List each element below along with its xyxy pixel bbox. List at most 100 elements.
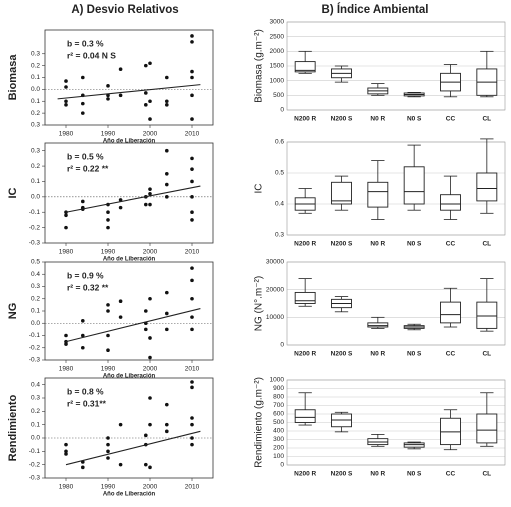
y-tick-label: 0.3 <box>275 232 284 239</box>
x-tick-label: N0 R <box>370 116 385 123</box>
plot-frame <box>44 142 214 244</box>
x-tick-label: 2000 <box>143 249 158 256</box>
annotation: r² = 0.04 N S <box>67 50 116 60</box>
y-axis-label: IC <box>254 184 265 194</box>
point <box>165 311 169 316</box>
point <box>148 355 152 360</box>
point <box>144 433 148 438</box>
point <box>190 422 194 427</box>
y-tick-label: 500 <box>273 419 284 426</box>
point <box>118 462 123 467</box>
y-tick-label: 0.4 <box>31 271 40 278</box>
x-tick-label: CC <box>446 241 456 248</box>
point <box>165 290 169 295</box>
y-tick-label: -0.1 <box>29 332 41 339</box>
point <box>81 333 85 338</box>
y-tick-label: 3000 <box>270 19 285 26</box>
point <box>81 75 85 80</box>
point <box>148 99 152 104</box>
y-tick-label: 0.1 <box>31 308 40 315</box>
x-tick-label: N200 R <box>294 471 316 478</box>
panel-title: B) Índice Ambiental <box>322 3 429 16</box>
x-axis-label: Año de Liberación <box>103 257 156 263</box>
fit-line <box>65 185 201 213</box>
point <box>81 465 85 470</box>
point <box>118 93 123 98</box>
y-tick-label: 10000 <box>266 314 284 321</box>
point <box>190 179 194 184</box>
point <box>190 210 194 215</box>
x-tick-label: CL <box>482 471 491 478</box>
annotation: b = 0.5 % <box>67 151 104 161</box>
point <box>106 436 110 440</box>
y-tick-label: 0.4 <box>275 201 284 208</box>
point <box>190 315 194 319</box>
y-tick-label: 0.0 <box>31 194 40 201</box>
box <box>476 172 498 202</box>
fit-line <box>57 84 201 100</box>
y-tick-label: 900 <box>273 385 284 392</box>
x-tick-label: 2010 <box>185 131 200 138</box>
y-axis-label: Rendimiento <box>7 394 19 461</box>
point <box>190 296 194 301</box>
point <box>165 402 169 407</box>
point <box>190 40 194 44</box>
x-tick-label: CL <box>482 351 491 358</box>
point <box>81 319 85 323</box>
point <box>144 63 148 68</box>
x-tick-label: CL <box>482 116 491 123</box>
fit-line <box>65 308 201 343</box>
y-tick-label: 0.6 <box>275 139 284 146</box>
point <box>190 93 194 98</box>
point <box>106 456 110 460</box>
point <box>148 396 152 400</box>
x-tick-label: 1980 <box>59 484 74 491</box>
point <box>106 84 110 88</box>
point <box>64 99 68 104</box>
box <box>403 166 425 205</box>
y-tick-label: 0.0 <box>31 435 40 442</box>
y-tick-label: 0.5 <box>31 259 40 266</box>
point <box>165 148 169 153</box>
y-tick-label: 30000 <box>266 259 284 266</box>
y-tick-label: 0.3 <box>31 50 40 57</box>
annotation: r² = 0.31** <box>67 398 107 408</box>
y-tick-label: 100 <box>273 453 284 460</box>
box <box>331 181 352 205</box>
point <box>106 218 110 222</box>
x-axis-label: Año de Liberación <box>103 374 156 380</box>
x-tick-label: N200 S <box>331 471 353 478</box>
point <box>190 156 194 161</box>
y-tick-label: -0.2 <box>29 224 41 231</box>
point <box>148 202 152 207</box>
x-tick-label: CL <box>482 241 491 248</box>
y-axis-label: Rendimiento (g.m⁻²) <box>254 377 265 468</box>
x-tick-label: 2010 <box>185 366 200 373</box>
y-tick-label: -0.1 <box>29 209 41 216</box>
point <box>106 303 110 307</box>
point <box>190 34 194 38</box>
point <box>165 195 169 199</box>
point <box>64 85 68 89</box>
y-tick-label: 0.1 <box>31 178 40 185</box>
x-tick-label: N0 S <box>407 241 422 248</box>
point <box>148 465 152 470</box>
point <box>64 333 68 338</box>
annotation: b = 0.8 % <box>67 386 104 396</box>
point <box>148 117 152 121</box>
y-tick-label: -0.2 <box>29 344 41 351</box>
x-tick-label: N200 R <box>294 116 316 123</box>
point <box>64 452 68 456</box>
point <box>106 348 110 353</box>
point <box>165 429 169 434</box>
point <box>64 79 68 83</box>
point <box>148 296 152 301</box>
box <box>367 181 389 208</box>
x-tick-label: N200 R <box>294 241 316 248</box>
x-tick-label: CC <box>446 116 456 123</box>
x-tick-label: 1980 <box>59 249 74 256</box>
x-tick-label: 2000 <box>143 131 158 138</box>
y-tick-label: 0.2 <box>31 62 40 69</box>
point <box>81 345 85 350</box>
